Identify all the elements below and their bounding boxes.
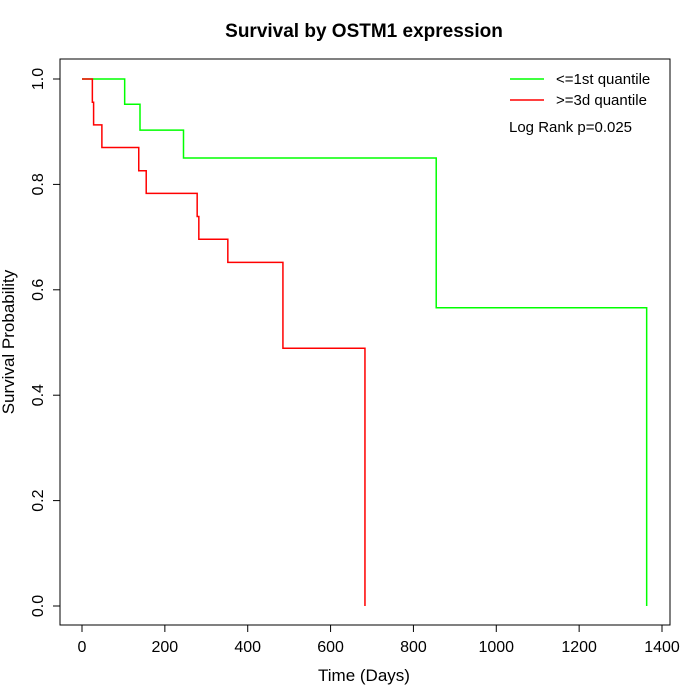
legend-label-high: >=3d quantile xyxy=(556,92,647,109)
x-tick-label: 400 xyxy=(234,639,261,656)
y-tick-label: 0.8 xyxy=(30,173,47,195)
y-tick-label: 0.0 xyxy=(30,595,47,617)
y-axis: 0.0 0.2 0.4 0.6 0.8 1.0 xyxy=(30,68,61,617)
y-tick-label: 0.4 xyxy=(30,384,47,406)
x-tick-label: 0 xyxy=(78,639,87,656)
survival-curve-low xyxy=(82,78,648,606)
x-tick-label: 1200 xyxy=(561,639,597,656)
survival-curve-high xyxy=(82,78,366,606)
survival-curves xyxy=(82,78,648,606)
legend: <=1st quantile >=3d quantile xyxy=(510,71,650,109)
y-tick-label: 0.6 xyxy=(30,279,47,301)
chart-title: Survival by OSTM1 expression xyxy=(225,21,503,42)
x-tick-label: 200 xyxy=(152,639,179,656)
y-tick-label: 1.0 xyxy=(30,68,47,90)
x-tick-label: 800 xyxy=(400,639,427,656)
y-tick-label: 0.2 xyxy=(30,489,47,511)
x-tick-label: 1400 xyxy=(644,639,680,656)
x-axis-label: Time (Days) xyxy=(318,666,410,685)
log-rank-annotation: Log Rank p=0.025 xyxy=(509,119,632,136)
x-tick-label: 600 xyxy=(317,639,344,656)
x-axis: 0 200 400 600 800 1000 1200 1400 xyxy=(78,624,680,656)
legend-label-low: <=1st quantile xyxy=(556,71,650,88)
y-axis-label: Survival Probability xyxy=(0,269,18,414)
x-tick-label: 1000 xyxy=(478,639,514,656)
